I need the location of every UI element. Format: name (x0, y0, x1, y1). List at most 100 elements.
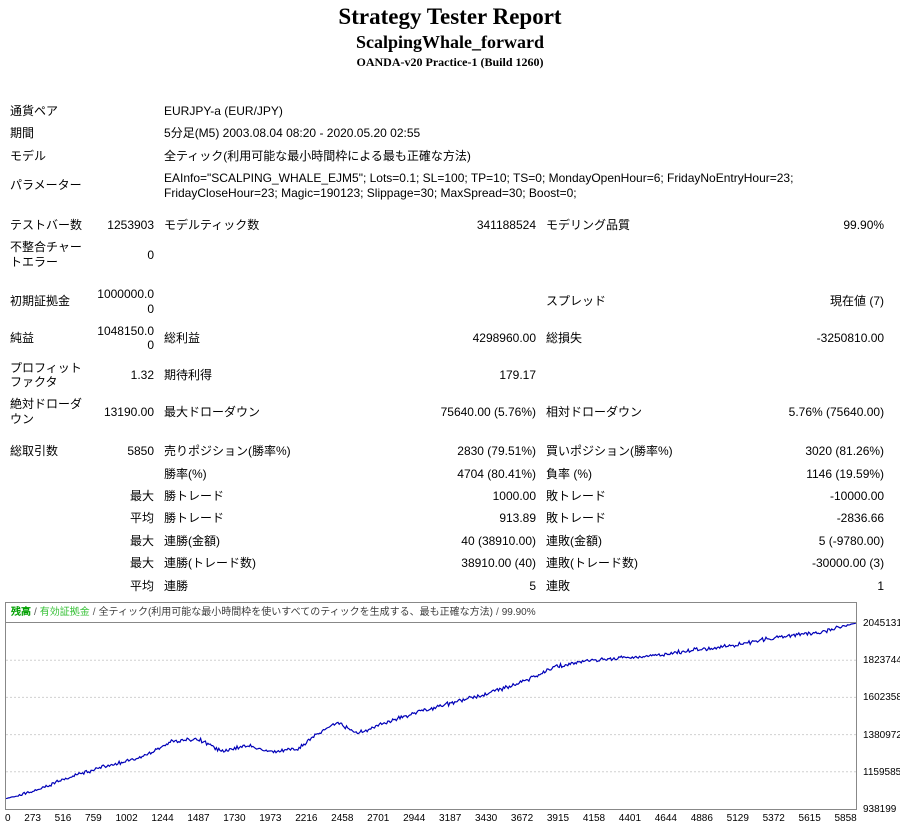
table-value-cell: 40 (38910.00) (461, 533, 537, 548)
table-value-cell: 38910.00 (40) (461, 556, 537, 571)
table-value-cell: -10000.00 (830, 489, 885, 504)
table-label-cell (8, 575, 90, 597)
table-row: 勝率(%) 4704 (80.41%) 負率 (%) 1146 (19.59%) (8, 463, 892, 485)
table-value-cell: 現在値 (7) (830, 294, 885, 309)
legend-separator: / (92, 606, 96, 618)
table-value-cell: 1.32 (130, 367, 155, 382)
table-value-cell: 3020 (81.26%) (805, 444, 885, 459)
table-label-cell (90, 463, 162, 485)
table-label-cell: 連敗 (546, 578, 571, 593)
table-value-cell: 最大 (130, 556, 155, 571)
table-row: 最大 勝トレード 1000.00 敗トレード -10000.00 (8, 485, 892, 507)
balance-curve-plot (6, 622, 856, 800)
x-axis-label: 3915 (546, 812, 570, 824)
x-axis-label: 3672 (510, 812, 534, 824)
x-axis-label: 3430 (474, 812, 498, 824)
table-label-cell: 最大ドローダウン (164, 404, 261, 419)
table-label-cell: 連敗(トレード数) (546, 556, 639, 571)
table-label-cell (8, 507, 90, 529)
report-title: Strategy Tester Report (338, 4, 562, 29)
table-label-cell: 売りポジション(勝率%) (164, 444, 291, 459)
legend-quality-label: 99.90% (501, 606, 536, 618)
table-label-cell: 連勝(金額) (164, 533, 221, 548)
x-axis-label: 2944 (403, 812, 426, 824)
table-value-cell: 5.76% (75640.00) (788, 404, 885, 419)
table-spacer-row (8, 204, 892, 214)
x-axis-label: 4158 (582, 812, 606, 824)
results-table: 通貨ペア EURJPY-a (EUR/JPY) 期間 5分足(M5) 2003.08.… (8, 100, 892, 597)
table-label-cell: 連勝 (164, 578, 189, 593)
x-axis-label: 2216 (295, 812, 318, 824)
server-build: OANDA-v20 Practice-1 (Build 1260) (356, 55, 544, 69)
table-label-cell (398, 283, 544, 320)
x-axis-label: 0 (5, 812, 11, 824)
x-axis-label: 759 (85, 812, 102, 824)
table-label-cell: モデルティック数 (164, 217, 260, 232)
x-axis-label: 5129 (726, 812, 749, 824)
table-label-cell: 期待利得 (164, 367, 213, 382)
table-label-cell: 純益 (10, 331, 35, 346)
table-label-cell: 敗トレード (546, 511, 607, 526)
y-axis-label: 1159585 (863, 766, 900, 778)
table-label-cell: テストバー数 (10, 217, 83, 232)
table-row: 期間 5分足(M5) 2003.08.04 08:20 - 2020.05.20 … (8, 122, 892, 144)
legend-separator: / (34, 606, 37, 618)
x-axis-label: 2458 (331, 812, 354, 824)
x-axis-label: 4401 (618, 812, 642, 824)
table-value-cell: 5 (529, 578, 537, 593)
table-value-cell: 平均 (130, 578, 155, 593)
table-value-cell: 4704 (80.41%) (457, 466, 537, 481)
table-label-cell (8, 552, 90, 574)
x-axis-label: 2701 (367, 812, 390, 824)
table-row: テストバー数 1253903 モデルティック数 341188524 モデリング品質 99.… (8, 214, 892, 236)
table-row: 最大 連勝(金額) 40 (38910.00) 連敗(金額) 5 (-9780.00) (8, 530, 892, 552)
table-value-cell: 0 (147, 247, 155, 262)
x-axis-label: 3187 (439, 812, 462, 824)
table-label-cell: 5分足(M5) 2003.08.04 08:20 - 2020.05.20 02… (164, 126, 421, 141)
x-axis-label: 1002 (115, 812, 138, 824)
x-axis-label: 5858 (834, 812, 857, 824)
x-axis-label: 516 (54, 812, 72, 824)
table-label-cell: 相対ドローダウン (546, 404, 643, 419)
table-row: 通貨ペア EURJPY-a (EUR/JPY) (8, 100, 892, 122)
table-label-cell (8, 530, 90, 552)
table-label-cell: スプレッド (546, 294, 607, 309)
table-value-cell: 5 (-9780.00) (818, 533, 885, 548)
x-axis-label: 1973 (259, 812, 282, 824)
x-axis-label: 4644 (654, 812, 677, 824)
table-label-cell (8, 485, 90, 507)
table-label-cell: 連敗(金額) (546, 533, 603, 548)
table-label-cell: 全ティック(利用可能な最小時間枠による最も正確な方法) (164, 148, 471, 163)
table-label-cell (544, 357, 702, 394)
x-axis-label: 1487 (187, 812, 210, 824)
x-axis-label: 1730 (223, 812, 246, 824)
table-label-cell: 勝トレード (164, 489, 225, 504)
table-value-cell: 最大 (130, 489, 155, 504)
table-row: 不整合チャートエラー 0 (8, 236, 892, 273)
table-label-cell: モデリング品質 (546, 217, 631, 232)
table-value-cell: -2836.66 (836, 511, 885, 526)
table-value-cell: 75640.00 (5.76%) (440, 404, 537, 419)
legend-equity-label: 有効証拠金 (39, 606, 90, 618)
table-label-cell (162, 283, 398, 320)
table-value-cell: 913.89 (499, 511, 537, 526)
table-row: 絶対ドローダウン 13190.00 最大ドローダウン 75640.00 (5.76%)… (8, 393, 892, 430)
table-value-cell: 99.90% (843, 217, 885, 232)
strategy-tester-report-page: Strategy Tester Report ScalpingWhale_for… (0, 4, 900, 824)
table-label-cell: 勝トレード (164, 511, 225, 526)
table-value-cell: -3250810.00 (816, 331, 885, 346)
x-axis: 0 273 516 759 1002 1244 1487 1730 1973 2216 2458 27… (5, 813, 857, 824)
x-axis-label: 5372 (762, 812, 785, 824)
table-value-cell: 1000000.00 (97, 287, 155, 316)
table-label-cell: 勝率(%) (164, 466, 207, 481)
table-label-cell: 負率 (%) (546, 466, 593, 481)
legend-balance-label: 残高 (11, 606, 31, 618)
y-axis-label: 1602358 (863, 692, 900, 704)
table-row: 平均 連勝 5 連敗 1 (8, 575, 892, 597)
table-label-cell: 通貨ペア (10, 104, 59, 118)
table-value-cell: 平均 (130, 511, 155, 526)
table-row: 純益 1048150.00 総利益 4298960.00 総損失 -3250810.00 (8, 320, 892, 357)
x-axis-label: 5615 (798, 812, 821, 824)
ea-name: ScalpingWhale_forward (355, 32, 544, 52)
table-row: 初期証拠金 1000000.00 スプレッド 現在値 (7) (8, 283, 892, 320)
